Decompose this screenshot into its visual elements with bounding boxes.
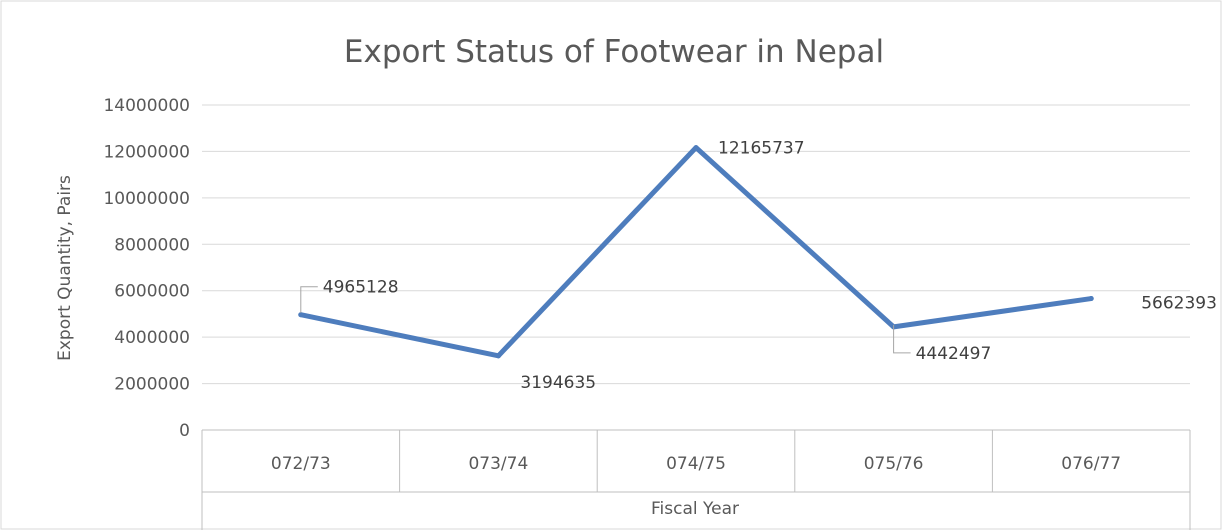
data-labels: 4965128 3194635 12165737 4442497 5662393	[300, 139, 1217, 393]
data-label: 12165737	[718, 139, 805, 159]
y-axis-ticks: 0 2000000 4000000 6000000 8000000 10000000 120…	[103, 96, 190, 441]
x-axis-title: Fiscal Year	[651, 499, 739, 519]
gridlines	[202, 104, 1190, 385]
x-tick-label: 075/76	[864, 454, 924, 474]
series-group	[298, 145, 1094, 359]
leader-line	[893, 324, 911, 354]
y-tick-label: 12000000	[103, 142, 190, 162]
data-label: 3194635	[520, 373, 596, 393]
data-point	[1088, 296, 1094, 302]
chart-title: Export Status of Footwear in Nepal	[344, 34, 884, 70]
y-tick-label: 10000000	[103, 189, 190, 209]
y-tick-label: 0	[179, 421, 190, 441]
leader-line	[300, 286, 318, 313]
x-tick-label: 072/73	[271, 454, 331, 474]
x-tick-label: 074/75	[666, 454, 726, 474]
data-label: 5662393	[1141, 294, 1217, 314]
x-tick-label: 076/77	[1061, 454, 1121, 474]
y-axis-title: Export Quantity, Pairs	[55, 175, 75, 361]
data-label: 4442497	[916, 344, 992, 364]
data-point	[495, 353, 501, 359]
x-tick-label: 073/74	[468, 454, 528, 474]
data-label: 4965128	[323, 278, 399, 298]
y-tick-label: 6000000	[114, 282, 190, 302]
y-tick-label: 2000000	[114, 375, 190, 395]
x-axis: 072/73 073/74 074/75 075/76 076/77	[201, 429, 1191, 530]
data-point	[298, 312, 304, 318]
y-tick-label: 14000000	[103, 96, 190, 116]
y-tick-label: 8000000	[114, 235, 190, 255]
data-point	[693, 145, 699, 151]
y-tick-label: 4000000	[114, 328, 190, 348]
